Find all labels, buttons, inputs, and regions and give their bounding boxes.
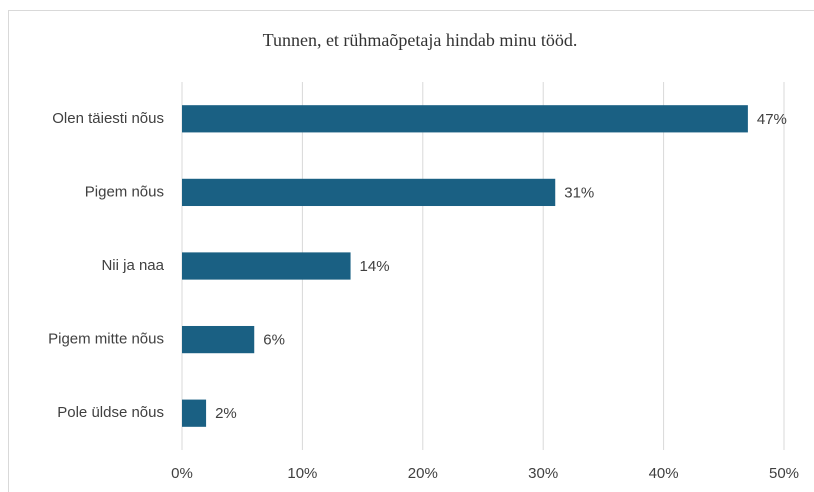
- bar: [182, 105, 748, 133]
- chart-frame: [8, 10, 814, 492]
- x-tick-label: 0%: [171, 465, 193, 482]
- data-label: 6%: [263, 332, 285, 349]
- x-tick-label: 10%: [287, 465, 317, 482]
- bar: [182, 252, 351, 280]
- y-tick-label: Pigem nõus: [85, 183, 164, 200]
- data-label: 14%: [360, 258, 390, 275]
- x-tick-label: 50%: [769, 465, 799, 482]
- x-tick-label: 40%: [649, 465, 679, 482]
- chart-title: Tunnen, et rühmaõpetaja hindab minu tööd…: [263, 30, 578, 50]
- x-tick-label: 30%: [528, 465, 558, 482]
- y-tick-label: Pigem mitte nõus: [48, 331, 164, 348]
- x-tick-label: 20%: [408, 465, 438, 482]
- y-tick-label: Olen täiesti nõus: [52, 110, 164, 127]
- bar: [182, 325, 255, 354]
- data-label: 47%: [757, 111, 787, 128]
- bar: [182, 399, 207, 427]
- y-tick-label: Pole üldse nõus: [57, 404, 164, 421]
- data-label: 2%: [215, 405, 237, 422]
- data-label: 31%: [564, 184, 594, 201]
- bar: [182, 178, 556, 207]
- y-tick-label: Nii ja naa: [101, 257, 164, 274]
